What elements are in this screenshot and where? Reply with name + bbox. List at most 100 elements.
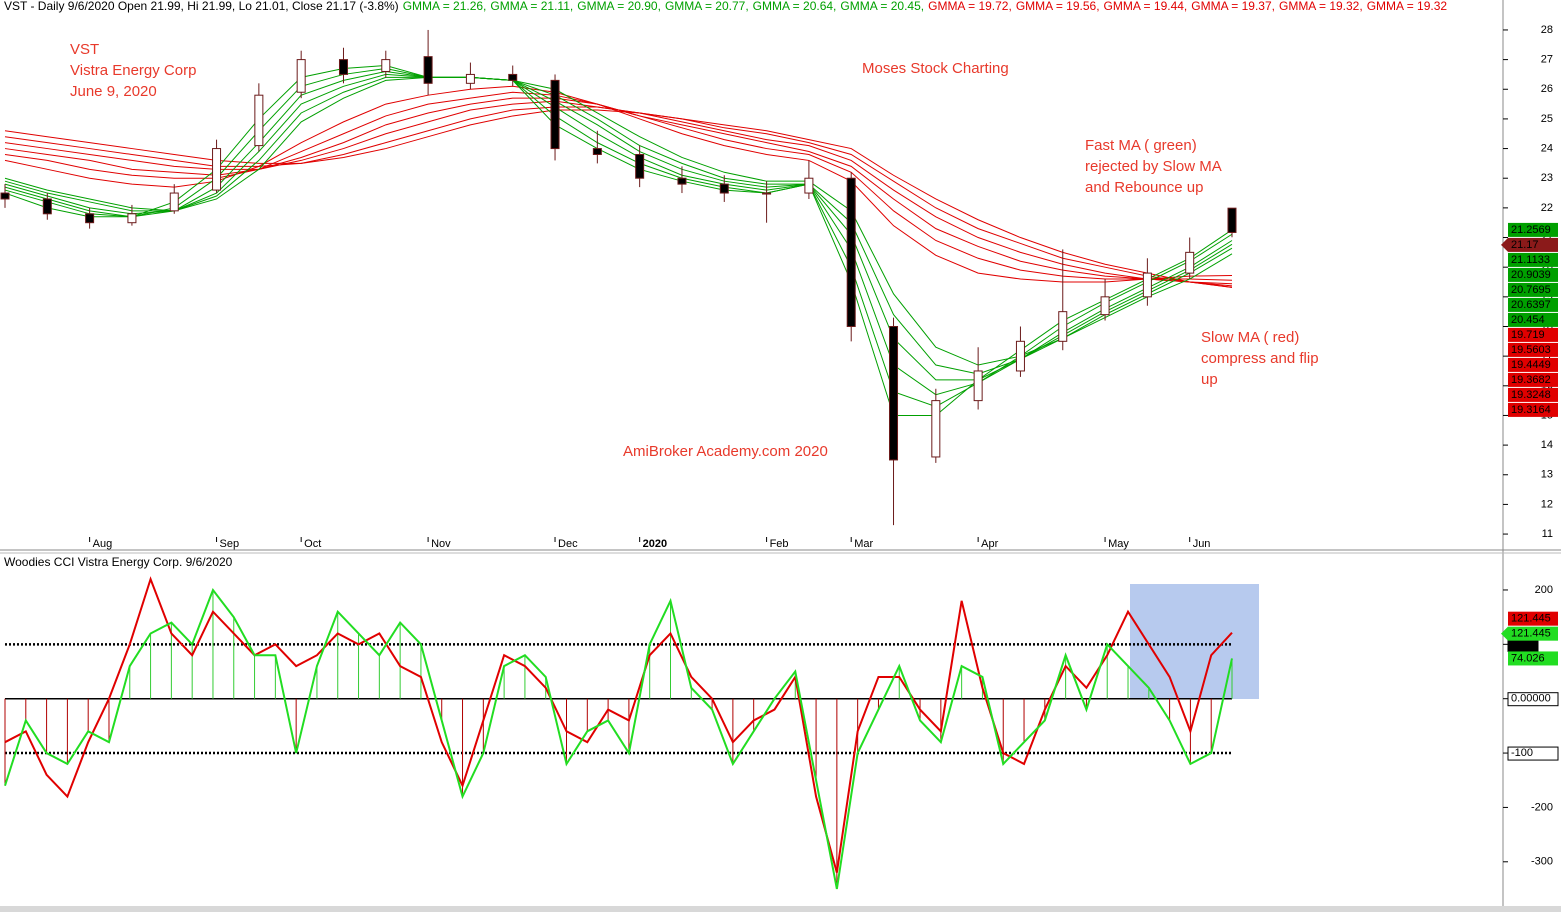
y-tick-label: -300 [1531,856,1553,868]
price-label-box [1508,372,1558,387]
y-tick-label: -100 [1511,747,1533,759]
price-label-box [1508,282,1558,297]
price-label: 21.2569 [1511,224,1551,236]
candle-body [973,370,983,402]
price-label-box [1508,357,1558,372]
annotation: VST [70,41,99,58]
candle-body [338,59,348,75]
annotation: up [1201,371,1218,388]
header-text: VST - Daily 9/6/2020 Open 21.99, Hi 21.9… [4,0,399,13]
y-tick-label: 27 [1541,54,1553,66]
gmma-line [4,91,1233,281]
candle-body [1227,207,1237,233]
candle-body [212,148,222,191]
x-tick-label: Mar [854,538,873,550]
legend-entry: GMMA = 19.32, [1279,0,1363,13]
candle-body [931,400,941,458]
annotation: and Rebounce up [1085,179,1203,196]
candle-body [1185,251,1195,274]
candle-body [1142,272,1152,298]
price-label: 19.4449 [1511,359,1551,371]
candle-body [1015,340,1025,372]
candle-body [42,198,52,215]
value-label-arrow [1501,626,1508,641]
y-tick-box [1507,692,1559,707]
candle-body [889,325,899,461]
y-tick-label: 13 [1541,469,1553,481]
price-label-arrow [1501,237,1508,252]
x-tick-label: Aug [93,538,113,550]
candle-body [550,79,560,150]
price-label-box [1508,312,1558,327]
candle-body [0,192,10,200]
legend-entry: GMMA = 20.90, [577,0,661,13]
price-label-box [1508,267,1558,282]
tab-strip[interactable] [0,906,1561,912]
candle-body [592,148,602,155]
gmma-line [4,76,1233,366]
price-label-box [1508,327,1558,342]
candle-body [423,56,433,84]
x-tick-label: Nov [431,538,451,550]
candle-body [719,183,729,194]
y-tick-label: 200 [1535,584,1553,596]
price-label-box [1508,237,1558,252]
candle-body [846,177,856,327]
candle-body [169,192,179,212]
candle-body [127,213,137,224]
candle-body [677,177,687,185]
value-label-box [1508,611,1558,626]
gmma-line [4,85,1233,283]
y-tick-box [1507,746,1559,761]
price-label: 19.719 [1511,329,1545,341]
y-tick-label: 23 [1541,172,1553,184]
annotation: Moses Stock Charting [862,60,1009,77]
legend-entry: GMMA = 19.44, [1104,0,1188,13]
gmma-line [4,65,1233,416]
price-label: 20.454 [1511,314,1545,326]
y-tick-label: 100 [1511,638,1529,650]
value-label: 121.445 [1511,628,1551,640]
annotation: rejected by Slow MA [1085,158,1222,175]
annotation: Fast MA ( green) [1085,137,1197,154]
price-label: 20.9039 [1511,269,1551,281]
cci-line [4,576,1233,873]
y-tick-label: 14 [1541,439,1553,451]
legend-entry: GMMA = 21.26, [403,0,487,13]
y-tick-label: 25 [1541,113,1553,125]
x-tick-label: Oct [304,538,321,550]
price-label: 19.5603 [1511,344,1551,356]
gmma-line [4,70,1233,396]
highlight-box [1130,584,1259,699]
annotation: AmiBroker Academy.com 2020 [623,443,828,460]
price-label-box [1508,402,1558,417]
candle-body [635,153,645,179]
value-label-box [1508,651,1558,666]
price-label-box [1508,222,1558,237]
price-label: 19.3164 [1511,404,1551,416]
price-label: 20.6397 [1511,299,1551,311]
legend-entry: GMMA = 21.11, [490,0,573,13]
price-label-box [1508,342,1558,357]
y-tick-label: 28 [1541,24,1553,36]
candle-body [296,59,306,93]
x-tick-label: 2020 [643,538,667,550]
y-tick-label: 22 [1541,202,1553,214]
cci-title: Woodies CCI Vistra Energy Corp. 9/6/2020 [4,555,233,569]
legend-entry: GMMA = 20.77, [665,0,749,13]
x-tick-label: Jun [1193,538,1211,550]
annotation: Slow MA ( red) [1201,329,1299,346]
candle-body [1058,311,1068,342]
candle-body [254,94,264,147]
price-label: 19.3682 [1511,374,1551,386]
annotation: June 9, 2020 [70,83,157,100]
annotation: Vistra Energy Corp [70,62,196,79]
value-label: 74.026 [1511,652,1545,664]
value-label: 121.445 [1511,613,1551,625]
x-tick-label: Sep [220,538,240,550]
legend-entry: GMMA = 20.45, [840,0,924,13]
y-tick-label: 26 [1541,83,1553,95]
y-tick-label: 0.00000 [1511,693,1551,705]
